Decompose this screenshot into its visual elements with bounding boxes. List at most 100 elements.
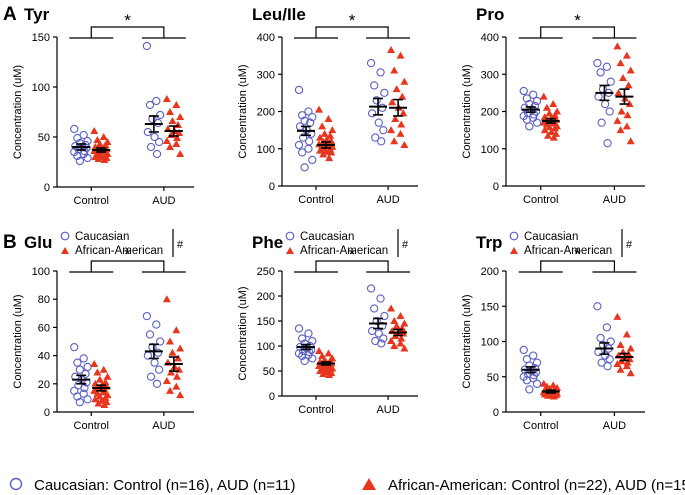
y-tick-label: 0	[44, 407, 50, 419]
y-tick-label: 80	[38, 294, 50, 306]
data-point-african-american	[168, 117, 177, 124]
data-point-caucasian	[73, 392, 82, 401]
data-point-caucasian	[377, 339, 386, 348]
data-point-african-american	[316, 146, 325, 154]
data-point-caucasian	[594, 92, 603, 101]
data-point-african-american	[101, 378, 110, 386]
data-point-african-american	[328, 126, 337, 134]
legend-caucasian-marker	[60, 231, 70, 241]
data-point-african-american	[91, 395, 100, 403]
footer-caucasian-text: Caucasian: Control (n=16), AUD (n=11)	[34, 477, 296, 494]
data-point-african-american	[614, 88, 623, 96]
y-tick-label: 200	[257, 291, 275, 303]
data-point-african-american	[387, 304, 396, 312]
x-tick-label-control: Control	[298, 194, 333, 206]
data-point-african-american	[173, 134, 182, 141]
data-point-african-american	[540, 126, 549, 134]
data-point-african-american	[397, 334, 406, 342]
y-tick-label: 0	[493, 181, 499, 193]
data-point-african-american	[162, 137, 171, 144]
legend-african-american-marker	[61, 247, 69, 254]
data-point-african-american	[176, 113, 185, 120]
data-point-caucasian	[308, 354, 317, 363]
data-point-caucasian	[83, 395, 92, 404]
data-point-african-american	[623, 111, 632, 119]
data-point-african-american	[99, 388, 108, 396]
chart-title: Tyr	[24, 5, 50, 24]
y-axis-label: Concentration (uM)	[461, 294, 473, 388]
data-point-african-american	[625, 100, 634, 108]
data-point-caucasian	[304, 137, 314, 146]
data-point-caucasian	[150, 132, 159, 142]
data-point-caucasian	[70, 124, 79, 134]
data-point-caucasian	[152, 149, 162, 159]
legend-african-american-label: African-American	[524, 245, 612, 257]
data-point-caucasian	[297, 148, 307, 157]
legend-hash: #	[626, 239, 633, 251]
data-point-caucasian	[73, 133, 82, 143]
data-point-african-american	[626, 66, 635, 74]
data-point-caucasian	[597, 118, 606, 127]
data-point-caucasian	[379, 125, 388, 135]
data-point-african-american	[396, 129, 405, 137]
data-point-caucasian	[522, 376, 532, 385]
data-point-african-american	[390, 137, 399, 145]
data-point-caucasian	[75, 365, 84, 374]
y-tick-label: 50	[38, 132, 50, 144]
data-point-caucasian	[152, 320, 161, 329]
data-point-african-american	[99, 133, 108, 140]
data-point-african-american	[162, 376, 171, 384]
data-point-caucasian	[300, 356, 309, 366]
y-axis-label: Concentration (uM)	[12, 65, 24, 159]
y-tick-label: 400	[257, 32, 275, 44]
data-point-african-american	[94, 155, 103, 162]
data-point-caucasian	[593, 58, 602, 68]
footer-legend: Caucasian: Control (n=16), AUD (n=11) Af…	[9, 477, 685, 494]
significance-star: *	[349, 245, 356, 264]
data-point-african-american	[176, 344, 185, 352]
data-point-caucasian	[519, 86, 528, 96]
x-tick-label-aud: AUD	[152, 420, 175, 432]
data-point-caucasian	[596, 333, 605, 343]
data-point-african-american	[168, 348, 177, 356]
data-point-caucasian	[154, 365, 164, 374]
legend-african-american-marker	[286, 247, 294, 254]
data-point-caucasian	[152, 379, 162, 388]
data-point-african-american	[324, 349, 333, 357]
data-point-african-american	[103, 372, 112, 380]
data-point-african-american	[396, 339, 405, 347]
data-point-african-american	[616, 365, 625, 373]
y-tick-label: 100	[32, 266, 50, 278]
significance-star: *	[349, 11, 356, 30]
data-point-african-american	[626, 369, 635, 377]
legend-hash: #	[402, 239, 409, 251]
data-point-african-american	[326, 131, 335, 139]
data-point-african-american	[613, 312, 622, 320]
chart-title: Phe	[252, 233, 283, 252]
data-point-african-american	[176, 150, 185, 157]
data-point-african-american	[318, 122, 327, 130]
y-tick-label: 0	[269, 181, 275, 193]
panel-label-a: A	[3, 4, 17, 25]
data-point-african-american	[622, 51, 631, 59]
data-point-caucasian	[529, 351, 538, 360]
data-point-caucasian	[380, 311, 389, 321]
data-point-african-american	[387, 126, 396, 134]
x-tick-label-control: Control	[523, 194, 558, 206]
data-point-caucasian	[156, 337, 165, 346]
y-tick-label: 150	[32, 32, 50, 44]
data-point-african-american	[100, 156, 109, 163]
data-point-african-american	[166, 337, 175, 345]
data-point-african-american	[550, 124, 559, 132]
y-tick-label: 40	[38, 351, 50, 363]
significance-bracket	[518, 260, 637, 273]
data-point-caucasian	[70, 342, 79, 352]
x-tick-label-control: Control	[523, 420, 558, 432]
data-point-caucasian	[308, 112, 317, 122]
data-point-caucasian	[602, 62, 612, 71]
y-tick-label: 250	[257, 266, 275, 278]
legend-african-american-marker	[510, 247, 518, 254]
data-point-caucasian	[156, 110, 165, 120]
significance-bracket	[294, 260, 411, 273]
data-point-caucasian	[294, 324, 304, 333]
